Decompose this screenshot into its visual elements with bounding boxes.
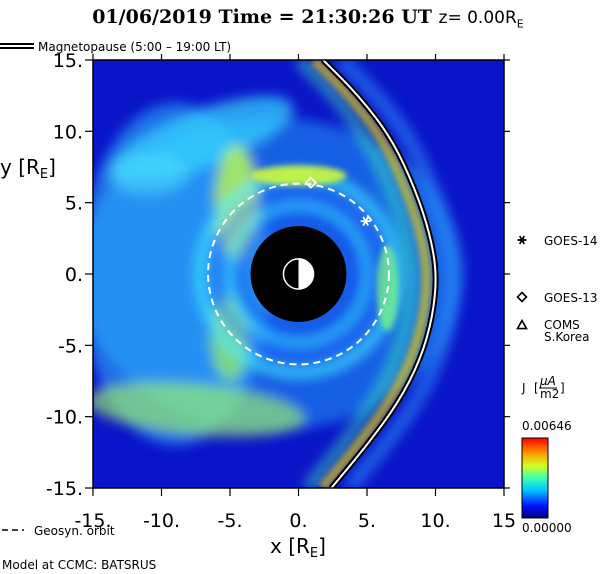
colorbar-quantity-label: J [521, 381, 526, 395]
x-tick-label: 10. [420, 510, 450, 532]
title-z-subscript: E [516, 17, 524, 31]
plot-area [93, 60, 504, 488]
geosync-orbit-circle [207, 182, 390, 366]
y-tick-label: 10. [53, 121, 83, 143]
title-time-value: 21:30:26 [301, 6, 395, 28]
field-blob-lower-yellow [210, 295, 250, 382]
colorbar-min-label: 0.00000 [522, 521, 572, 535]
plot-title: 01/06/2019 Time = 21:30:26 UT z= 0.00RE [92, 6, 524, 31]
colorbar-units-denominator: m2 [540, 387, 559, 401]
legend-satellite-label: GOES-13 [544, 291, 598, 305]
x-tick-label: 5. [358, 510, 376, 532]
y-tick-label: -15. [46, 478, 83, 500]
legend-magnetopause-label: Magnetopause (5:00 – 19:00 LT) [38, 40, 231, 54]
field-arc-top-yellow [250, 165, 347, 186]
title-z-label: z= 0.00R [438, 8, 517, 28]
colorbar-units-numerator: μA [539, 374, 556, 388]
y-tick-label: 5. [65, 193, 83, 215]
x-tick-label: 0. [289, 510, 307, 532]
x-axis-label: x [RE] [270, 534, 326, 561]
field-ring-2 [226, 201, 371, 347]
field-blob-upper-left [106, 152, 189, 196]
earth-day-side [298, 258, 314, 290]
colorbar-units-close: ] [560, 381, 565, 395]
y-axis-ticks: 15. 10. 5. 0. -5. -10. -15. [46, 50, 510, 500]
x-tick-label: -5. [218, 510, 243, 532]
field-blob-lower-arm [93, 382, 305, 437]
x-axis-ticks: -15. -10. -5. 0. 5. 10. 15 [74, 54, 516, 532]
colorbar: J [ μA m2 ] 0.00646 0.00000 [521, 374, 572, 535]
y-tick-label: 15. [53, 50, 83, 72]
field-magnetopause-band-inner [294, 60, 418, 488]
model-credit: Model at CCMC: BATSRUS [2, 558, 156, 572]
earth-icon [282, 258, 315, 290]
magnetopause-line-inner [322, 60, 437, 488]
legend-satellite-label: GOES-14 [544, 234, 598, 248]
colorbar-gradient [521, 437, 549, 519]
field-magnetopause-band [310, 60, 432, 488]
title-time-label: Time [218, 6, 273, 28]
y-tick-label: -10. [46, 407, 83, 429]
x-tick-label: -10. [143, 510, 180, 532]
x-tick-label: -15. [74, 510, 111, 532]
y-axis-label: y [RE] [0, 155, 56, 182]
x-tick-label: 15 [492, 510, 516, 532]
legend-satellite-label-line2: S.Korea [544, 330, 589, 344]
field-magnetopause-band-outer [336, 60, 461, 488]
colorbar-max-label: 0.00646 [522, 419, 572, 433]
satellite-marker-diamond [304, 176, 317, 189]
legend-satellite-label-line1: COMS [544, 318, 580, 332]
satellite-markers [304, 176, 371, 226]
legend-marker-triangle [516, 318, 528, 330]
title-time-unit: UT [401, 6, 432, 28]
satellite-marker-asterisk [362, 216, 369, 226]
colorbar-units-open: [ [534, 381, 539, 395]
legend-geosync-label: Geosyn. orbit [34, 524, 115, 538]
y-tick-label: 0. [65, 264, 83, 286]
legend-marker-diamond [516, 291, 528, 303]
y-tick-label: -5. [58, 335, 83, 357]
title-date: 01/06/2019 [92, 6, 212, 28]
legend-marker-asterisk [518, 235, 526, 245]
field-ring-3 [237, 213, 360, 335]
